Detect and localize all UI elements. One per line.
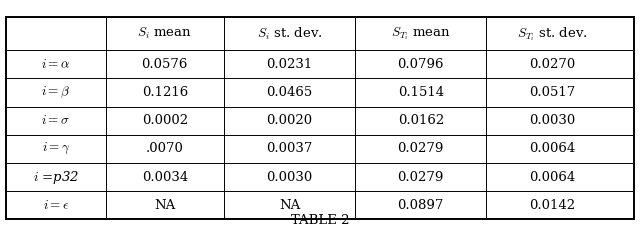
- Text: $S_i$ st. dev.: $S_i$ st. dev.: [257, 25, 323, 42]
- Text: $S_i$ mean: $S_i$ mean: [138, 26, 192, 41]
- Text: 0.0279: 0.0279: [397, 142, 444, 155]
- Text: 0.0231: 0.0231: [266, 58, 313, 71]
- Text: .0070: .0070: [146, 142, 184, 155]
- Text: $i = \beta$: $i = \beta$: [42, 85, 70, 100]
- Text: 0.0020: 0.0020: [266, 114, 313, 127]
- Text: 0.0142: 0.0142: [529, 199, 575, 212]
- Text: 0.0897: 0.0897: [397, 199, 444, 212]
- Text: $S_{T_i}$ mean: $S_{T_i}$ mean: [391, 25, 451, 42]
- Text: $i = \alpha$: $i = \alpha$: [42, 58, 70, 71]
- Text: 0.0279: 0.0279: [397, 171, 444, 184]
- Text: 0.0576: 0.0576: [141, 58, 188, 71]
- Text: 0.1514: 0.1514: [397, 86, 444, 99]
- Text: $i$ =p32: $i$ =p32: [33, 169, 79, 185]
- Text: $i = \gamma$: $i = \gamma$: [42, 141, 70, 157]
- Text: 0.0517: 0.0517: [529, 86, 575, 99]
- Text: 0.0064: 0.0064: [529, 142, 575, 155]
- Text: $i = \epsilon$: $i = \epsilon$: [43, 199, 69, 212]
- Text: 0.0162: 0.0162: [397, 114, 444, 127]
- Text: 0.0034: 0.0034: [141, 171, 188, 184]
- Text: $i = \sigma$: $i = \sigma$: [42, 114, 70, 127]
- Text: 0.0796: 0.0796: [397, 58, 444, 71]
- Text: 0.0030: 0.0030: [266, 171, 313, 184]
- Text: TABLE 2: TABLE 2: [291, 214, 349, 227]
- Text: 0.0270: 0.0270: [529, 58, 575, 71]
- Text: 0.1216: 0.1216: [141, 86, 188, 99]
- Text: NA: NA: [279, 199, 300, 212]
- Text: 0.0037: 0.0037: [266, 142, 313, 155]
- Text: 0.0064: 0.0064: [529, 171, 575, 184]
- Text: 0.0030: 0.0030: [529, 114, 575, 127]
- Text: NA: NA: [154, 199, 175, 212]
- Text: $S_{T_i}$ st. dev.: $S_{T_i}$ st. dev.: [516, 25, 588, 43]
- Text: 0.0465: 0.0465: [266, 86, 313, 99]
- Text: 0.0002: 0.0002: [141, 114, 188, 127]
